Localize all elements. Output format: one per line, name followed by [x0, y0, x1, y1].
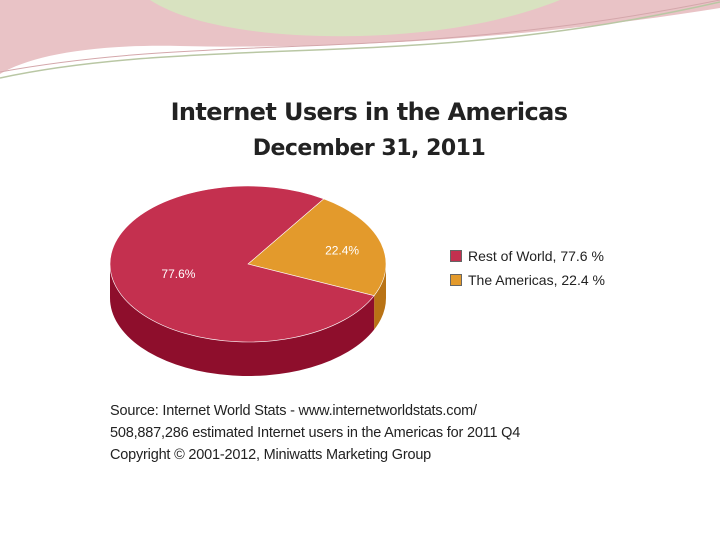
- pie-chart: 22.4% 77.6%: [110, 185, 387, 376]
- chart-legend: Rest of World, 77.6 % The Americas, 22.4…: [450, 244, 605, 292]
- copyright-line: Copyright © 2001-2012, Miniwatts Marketi…: [110, 447, 432, 463]
- banner-green-swoosh: [150, 0, 560, 37]
- pie-side-rest-of-world-0: [110, 264, 375, 376]
- legend-swatch-rest-of-world: [450, 250, 462, 262]
- users-estimate-line: 508,887,286 estimated Internet users in …: [110, 425, 521, 441]
- data-label-rest-of-world: 77.6%: [161, 267, 195, 281]
- pie-slice-rest-of-world: [110, 185, 375, 343]
- source-line: Source: Internet World Stats - www.inter…: [110, 403, 477, 419]
- chart-subtitle: December 31, 2011: [252, 136, 486, 161]
- legend-item-rest-of-world: Rest of World, 77.6 %: [450, 244, 605, 268]
- legend-label-rest-of-world: Rest of World, 77.6 %: [468, 248, 604, 264]
- banner-curve-line: [0, 1, 720, 79]
- decorative-banner: [0, 0, 720, 79]
- chart-card: 22.4% 77.6% Internet Users in the America…: [110, 92, 628, 464]
- chart-title: Internet Users in the Americas: [170, 98, 568, 126]
- legend-item-the-americas: The Americas, 22.4 %: [450, 268, 605, 292]
- data-label-the-americas: 22.4%: [325, 243, 359, 257]
- banner-curve-line-2: [0, 0, 720, 73]
- pie-slice-the-americas: [247, 198, 387, 296]
- source-note: Source: Internet World Stats - www.inter…: [110, 400, 628, 466]
- legend-swatch-the-americas: [450, 274, 462, 286]
- legend-label-the-americas: The Americas, 22.4 %: [468, 272, 605, 288]
- banner-rose-swoosh: [0, 0, 720, 74]
